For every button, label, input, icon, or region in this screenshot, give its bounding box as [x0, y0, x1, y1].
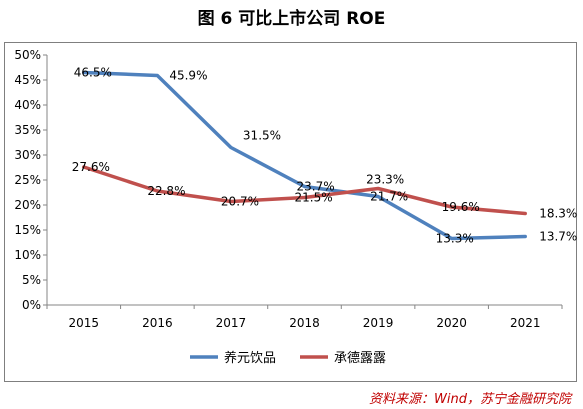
chart-title: 图 6 可比上市公司 ROE — [197, 9, 386, 29]
source-note: 资料来源：Wind，苏宁金融研究院 — [369, 392, 571, 407]
data-label: 13.3% — [436, 232, 474, 246]
data-label: 21.5% — [295, 191, 333, 205]
x-tick-label: 2018 — [289, 316, 320, 330]
data-label: 21.7% — [370, 190, 408, 204]
data-label: 27.6% — [72, 160, 110, 174]
data-label: 13.7% — [539, 230, 577, 244]
series-line-1 — [82, 70, 527, 241]
legend-label-1: 养元饮品 — [224, 350, 276, 366]
y-tick-label: 30% — [14, 148, 41, 162]
data-label: 46.5% — [74, 66, 112, 80]
y-tick-label: 10% — [14, 248, 41, 262]
data-label: 18.3% — [539, 207, 577, 221]
x-tick-label: 2015 — [69, 316, 100, 330]
y-tick-label: 40% — [14, 98, 41, 112]
chart-frame — [4, 42, 577, 382]
data-label: 19.6% — [442, 200, 480, 214]
y-tick-label: 20% — [14, 198, 41, 212]
data-label: 23.7% — [297, 180, 335, 194]
x-tick-label: 2017 — [216, 316, 247, 330]
x-tick-label: 2019 — [363, 316, 394, 330]
y-tick-label: 15% — [14, 223, 41, 237]
data-label: 20.7% — [221, 195, 259, 209]
y-tick-label: 35% — [14, 123, 41, 137]
x-tick-label: 2020 — [436, 316, 467, 330]
x-tick-label: 2021 — [510, 316, 541, 330]
data-label: 45.9% — [169, 69, 207, 83]
data-label: 22.8% — [147, 184, 185, 198]
series-line-2 — [82, 165, 527, 216]
y-tick-label: 25% — [14, 173, 41, 187]
y-tick-label: 5% — [22, 273, 41, 287]
data-label: 31.5% — [243, 129, 281, 143]
x-tick-label: 2016 — [142, 316, 173, 330]
data-label: 23.3% — [366, 173, 404, 187]
y-tick-label: 50% — [14, 48, 41, 62]
y-tick-label: 0% — [22, 298, 41, 312]
legend-label-2: 承德露露 — [334, 351, 386, 366]
y-tick-label: 45% — [14, 73, 41, 87]
